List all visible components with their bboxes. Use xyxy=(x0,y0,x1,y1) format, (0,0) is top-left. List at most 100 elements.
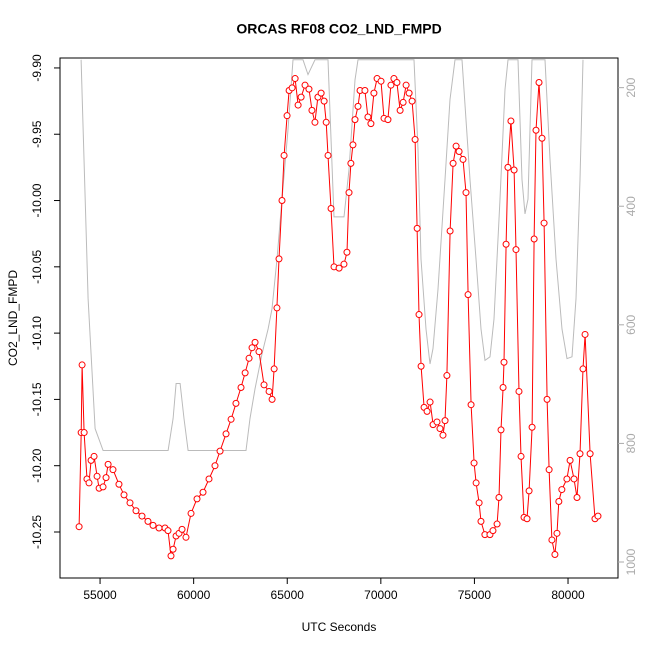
data-point xyxy=(232,399,240,407)
data-point xyxy=(241,369,249,377)
data-point xyxy=(322,118,330,126)
data-point xyxy=(349,141,357,149)
y-axis-label: CO2_LND_FMPD xyxy=(6,270,20,366)
data-point xyxy=(278,197,286,205)
data-point xyxy=(270,365,278,373)
x-tick-label: 55000 xyxy=(83,588,117,602)
data-point xyxy=(500,358,508,366)
data-point xyxy=(102,474,110,482)
data-point xyxy=(327,204,335,212)
data-point xyxy=(335,264,343,272)
data-point xyxy=(370,89,378,97)
data-point xyxy=(377,77,385,85)
data-point xyxy=(411,136,419,144)
data-point xyxy=(402,81,410,89)
data-point xyxy=(80,429,88,437)
data-point xyxy=(109,466,117,474)
data-point xyxy=(540,219,548,227)
data-point xyxy=(104,460,112,468)
data-point xyxy=(144,517,152,525)
data-point xyxy=(324,151,332,159)
data-point xyxy=(543,395,551,403)
data-point xyxy=(216,447,224,455)
data-point xyxy=(548,536,556,544)
data-point xyxy=(436,425,444,433)
data-point xyxy=(443,372,451,380)
y2-tick-label: 1000 xyxy=(624,548,638,575)
data-line xyxy=(78,77,599,557)
data-point xyxy=(446,227,454,235)
data-point xyxy=(579,365,587,373)
data-point xyxy=(120,491,128,499)
data-point xyxy=(308,106,316,114)
data-point xyxy=(367,120,375,128)
data-point xyxy=(248,344,256,352)
data-point xyxy=(75,523,83,531)
data-point xyxy=(586,450,594,458)
data-point xyxy=(462,189,470,197)
data-point xyxy=(393,79,401,87)
data-point xyxy=(149,521,157,529)
data-point xyxy=(459,155,467,163)
data-point xyxy=(472,479,480,487)
plot-area xyxy=(75,59,602,560)
data-point xyxy=(515,387,523,395)
y-tick-label: -10.10 xyxy=(30,316,44,350)
data-point xyxy=(415,311,423,319)
y-tick-label: -9.90 xyxy=(30,54,44,82)
data-point xyxy=(441,417,449,425)
data-point xyxy=(320,97,328,105)
x-axis-label: UTC Seconds xyxy=(302,620,377,634)
data-point xyxy=(507,117,515,125)
data-point xyxy=(283,112,291,120)
data-point xyxy=(294,101,302,109)
y-tick-label: -10.25 xyxy=(30,515,44,549)
data-point xyxy=(187,509,195,517)
x-tick-label: 75000 xyxy=(458,588,492,602)
data-point xyxy=(85,479,93,487)
data-point xyxy=(199,488,207,496)
data-point xyxy=(581,330,589,338)
data-point xyxy=(570,475,578,483)
data-point xyxy=(364,113,372,121)
data-point xyxy=(361,86,369,94)
data-point xyxy=(449,159,457,167)
data-point xyxy=(387,81,395,89)
data-point xyxy=(455,147,463,155)
data-point xyxy=(222,430,230,438)
data-point xyxy=(408,97,416,105)
data-point xyxy=(193,495,201,503)
data-point xyxy=(354,102,362,110)
data-point xyxy=(311,118,319,126)
data-point xyxy=(182,533,190,541)
data-point xyxy=(265,387,273,395)
data-point xyxy=(138,512,146,520)
data-point xyxy=(417,362,425,370)
y2-tick-label: 400 xyxy=(624,196,638,216)
data-point xyxy=(594,512,602,520)
data-point xyxy=(93,472,101,480)
data-point xyxy=(499,383,507,391)
data-point xyxy=(288,84,296,92)
data-point xyxy=(255,348,263,356)
data-point xyxy=(347,159,355,167)
plot-frame xyxy=(59,57,619,579)
data-point xyxy=(115,480,123,488)
x-tick-label: 70000 xyxy=(364,588,398,602)
data-point xyxy=(340,260,348,268)
data-point xyxy=(251,338,259,346)
y2-tick-label: 800 xyxy=(624,433,638,453)
data-point xyxy=(423,407,431,415)
data-point xyxy=(90,452,98,460)
chart-title: ORCAS RF08 CO2_LND_FMPD xyxy=(236,21,441,37)
data-point xyxy=(563,475,571,483)
data-point xyxy=(528,423,536,431)
data-point xyxy=(558,486,566,494)
data-point xyxy=(260,381,268,389)
data-point xyxy=(535,79,543,87)
data-point xyxy=(205,475,213,483)
data-point xyxy=(164,527,172,535)
data-point xyxy=(497,426,505,434)
data-point xyxy=(489,527,497,535)
